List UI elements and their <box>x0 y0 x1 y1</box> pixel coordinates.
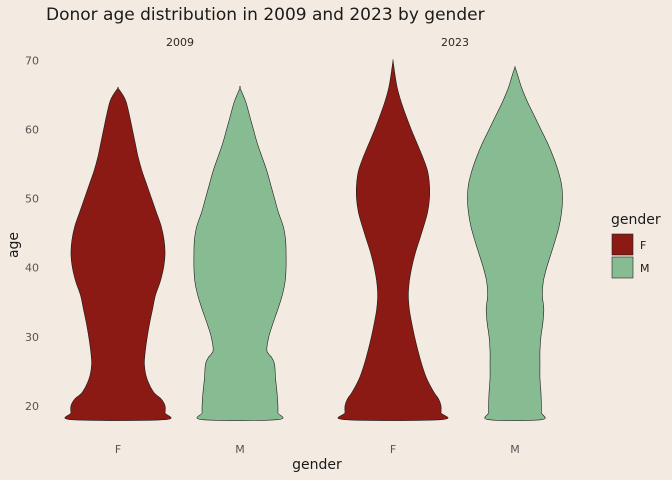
chart-title: Donor age distribution in 2009 and 2023 … <box>46 5 485 25</box>
panel-label-2009: 2009 <box>166 36 194 49</box>
violin-2009-F <box>64 86 172 421</box>
violin-2023-F <box>337 59 449 421</box>
y-tick-label: 60 <box>25 123 39 136</box>
y-tick-label: 40 <box>25 262 39 275</box>
legend-swatch-f <box>611 233 634 256</box>
x-axis-title: gender <box>292 457 342 473</box>
legend: gender F M <box>611 212 661 279</box>
legend-label-m: M <box>640 262 650 275</box>
panel-label-2023: 2023 <box>441 36 469 49</box>
violin-2023-M <box>467 66 563 421</box>
y-tick-label: 20 <box>25 400 39 413</box>
y-tick-label: 50 <box>25 193 39 206</box>
y-axis-title: age <box>6 232 22 258</box>
legend-label-f: F <box>640 239 646 252</box>
x-tick-label: M <box>235 443 245 456</box>
y-axis-ticks: 20 30 40 50 60 70 <box>25 54 39 413</box>
y-tick-label: 30 <box>25 331 39 344</box>
violin-plot-area <box>64 59 563 421</box>
x-tick-label: M <box>510 443 520 456</box>
legend-swatch-m <box>611 256 634 279</box>
legend-title: gender <box>611 212 661 228</box>
y-tick-label: 70 <box>25 54 39 67</box>
x-tick-label: F <box>115 443 121 456</box>
x-tick-label: F <box>390 443 396 456</box>
violin-2009-M <box>193 85 287 421</box>
